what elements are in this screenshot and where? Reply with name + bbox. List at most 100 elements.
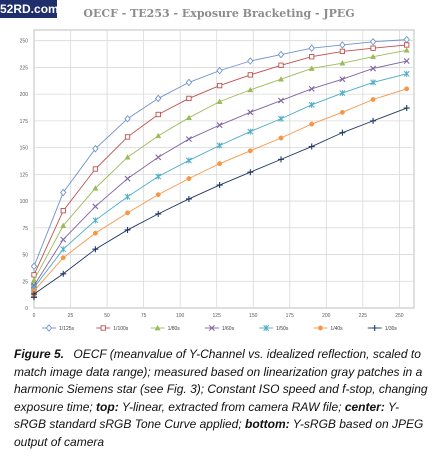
- y-tick-label: 225: [20, 65, 29, 71]
- data-point: [124, 193, 131, 200]
- series-line: [33, 107, 407, 298]
- data-point: [247, 109, 254, 116]
- legend-label: 1/30s: [385, 326, 398, 332]
- legend-label: 1/100s: [113, 326, 129, 332]
- data-point: [247, 128, 254, 135]
- data-point: [308, 143, 315, 150]
- data-point: [155, 94, 162, 103]
- legend-swatch-marker: [208, 325, 215, 331]
- data-point: [216, 122, 223, 129]
- data-point: [60, 255, 66, 261]
- data-point: [186, 95, 192, 102]
- x-tick-label: 0: [33, 313, 36, 319]
- data-point: [403, 105, 410, 112]
- data-point: [217, 161, 223, 167]
- data-point: [92, 217, 99, 224]
- data-point: [309, 54, 315, 60]
- legend-swatch-marker: [45, 324, 53, 332]
- x-tick-label: 125: [213, 313, 222, 319]
- caption-center-label: center:: [344, 399, 385, 414]
- data-point: [31, 272, 37, 278]
- data-point: [125, 210, 130, 216]
- data-point: [124, 226, 131, 233]
- legend-item: 1/80s: [150, 324, 180, 332]
- caption-bottom-text: Y-sRGB based on JPEG output of camera: [14, 417, 424, 449]
- oecf-line-chart: OECF - TE253 - Exposure Bracketing - JPE…: [20, 7, 415, 332]
- data-point: [370, 53, 377, 60]
- x-tick-label: 50: [104, 313, 110, 319]
- data-point: [185, 195, 192, 202]
- data-point: [30, 277, 38, 283]
- data-point: [277, 76, 285, 82]
- legend-label: 1/40s: [330, 326, 343, 332]
- data-point: [247, 169, 254, 176]
- data-point: [30, 262, 38, 271]
- y-tick-label: 250: [20, 39, 29, 45]
- series-line: [33, 88, 407, 297]
- data-point: [370, 79, 377, 86]
- watermark-logo: 52RD.com: [0, 0, 59, 18]
- y-tick-label: 75: [22, 226, 28, 232]
- x-tick-label: 225: [359, 313, 368, 319]
- legend-label: 1/50s: [276, 326, 289, 332]
- legend-label: 1/125s: [59, 326, 75, 332]
- caption-figure-label: Figure 5.: [14, 347, 65, 361]
- data-point: [92, 185, 99, 191]
- series-2: [30, 47, 410, 295]
- data-point: [278, 97, 284, 104]
- y-tick-label: 0: [25, 306, 28, 312]
- data-point: [155, 111, 161, 118]
- data-point: [124, 154, 131, 160]
- x-tick-label: 250: [395, 313, 404, 319]
- data-point: [308, 44, 315, 52]
- legend-item: 1/60s: [204, 325, 235, 332]
- y-tick-label: 50: [22, 253, 28, 259]
- x-tick-label: 200: [322, 313, 331, 319]
- data-point: [403, 47, 410, 53]
- legend-label: 1/60s: [222, 326, 235, 332]
- legend-swatch-marker: [100, 325, 106, 331]
- data-point: [60, 246, 67, 253]
- legend: 1/125s 1/100s 1/80s 1/60s 1/50s 1/40s 1/30s: [42, 324, 398, 332]
- series-5: [31, 86, 410, 299]
- data-point: [60, 270, 67, 277]
- data-point: [370, 97, 376, 102]
- data-point: [370, 45, 376, 51]
- series-line: [33, 49, 407, 292]
- legend-swatch-marker: [154, 324, 161, 331]
- data-point: [403, 70, 410, 77]
- x-tick-label: 100: [176, 313, 185, 319]
- chart-title: OECF - TE253 - Exposure Bracketing - JPE…: [83, 7, 354, 20]
- x-tick-label: 150: [249, 313, 258, 319]
- caption-bottom-label: bottom:: [245, 417, 290, 431]
- data-point: [60, 188, 67, 197]
- data-point: [339, 48, 346, 55]
- plot-area: [33, 29, 415, 309]
- axes: 0 25 50 75 100 125 150 175 200 225 250 0 25 50 75 100 12…: [20, 39, 404, 319]
- y-tick-label: 150: [20, 146, 29, 152]
- legend-item: 1/100s: [96, 325, 129, 332]
- data-point: [185, 114, 192, 121]
- series-6: [31, 105, 410, 301]
- data-point: [92, 230, 98, 236]
- y-tick-label: 200: [20, 92, 29, 98]
- data-point: [339, 76, 346, 83]
- data-point: [339, 109, 345, 115]
- legend-item: 1/125s: [42, 324, 75, 332]
- series-line: [33, 39, 407, 285]
- data-point: [369, 37, 377, 46]
- data-point: [92, 246, 99, 253]
- data-point: [186, 176, 192, 182]
- x-tick-label: 25: [68, 313, 74, 319]
- data-point: [155, 210, 162, 217]
- data-point: [308, 101, 315, 108]
- gridlines: [34, 30, 414, 308]
- data-point: [185, 78, 193, 87]
- data-point: [339, 129, 346, 136]
- legend-item: 1/40s: [313, 325, 343, 332]
- data-point: [124, 114, 131, 123]
- data-point: [247, 86, 254, 93]
- data-point: [185, 136, 192, 143]
- y-tick-label: 100: [20, 199, 29, 205]
- data-point: [216, 98, 223, 104]
